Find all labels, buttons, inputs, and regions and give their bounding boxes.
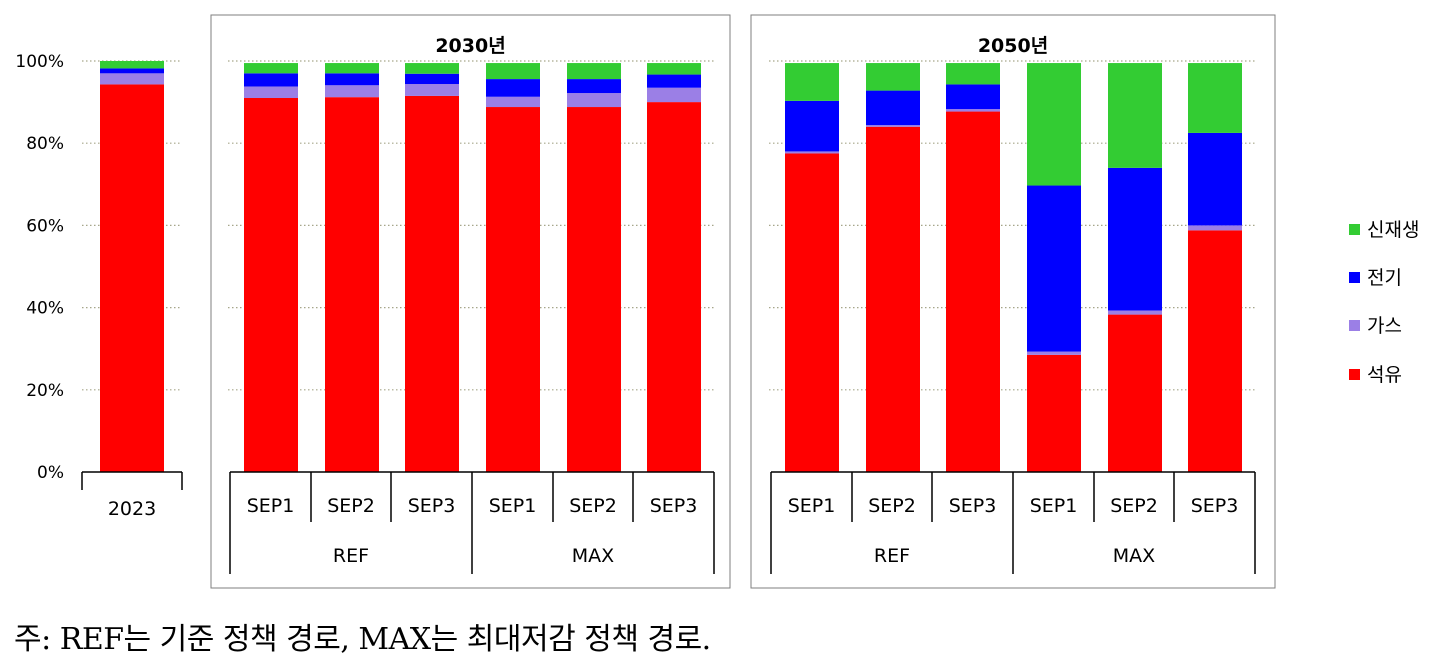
bar-segment — [1027, 351, 1081, 355]
bar-segment — [1188, 230, 1242, 472]
panel-title: 2050년 — [978, 35, 1048, 57]
legend-swatch — [1349, 320, 1360, 331]
category-label: SEP2 — [327, 495, 375, 517]
bar-segment — [244, 63, 298, 74]
bar-segment — [866, 63, 920, 91]
panel-title: 2030년 — [435, 35, 505, 57]
category-label: SEP3 — [949, 495, 997, 517]
category-label: SEP2 — [569, 495, 617, 517]
category-label: SEP1 — [489, 495, 537, 517]
group-label: MAX — [572, 545, 614, 567]
group-label: REF — [874, 545, 910, 567]
legend-label: 신재생 — [1367, 219, 1419, 241]
bar-segment — [1108, 310, 1162, 315]
bar-segment — [325, 63, 379, 74]
bar-segment — [567, 63, 621, 80]
bar-segment — [866, 90, 920, 126]
bar-segment — [100, 68, 164, 74]
bar-segment — [866, 126, 920, 472]
category-label: SEP2 — [868, 495, 916, 517]
bar-segment — [325, 85, 379, 98]
legend-label: 가스 — [1367, 315, 1402, 337]
bar-segment — [486, 63, 540, 80]
bar-segment — [567, 79, 621, 94]
bar-segment — [647, 102, 701, 472]
panel-frame-2 — [750, 14, 1276, 589]
group-label: REF — [333, 545, 369, 567]
bar-segment — [244, 86, 298, 98]
legend-swatch — [1349, 224, 1360, 235]
bar-segment — [405, 95, 459, 472]
bar-segment — [325, 97, 379, 472]
bar-segment — [1027, 185, 1081, 352]
legend-label: 전기 — [1367, 267, 1402, 289]
footnote: 주: REF는 기준 정책 경로, MAX는 최대저감 정책 경로. — [14, 622, 711, 657]
bar-segment — [244, 97, 298, 473]
category-label: SEP3 — [408, 495, 456, 517]
bar-segment — [946, 84, 1000, 110]
bar-segment — [785, 63, 839, 101]
y-tick-label: 20% — [26, 381, 64, 401]
category-label: 2023 — [108, 498, 156, 520]
bar-segment — [647, 74, 701, 88]
y-tick-label: 100% — [15, 52, 64, 72]
bar-segment — [567, 93, 621, 108]
bar-segment — [100, 73, 164, 85]
bar-segment — [486, 96, 540, 108]
y-tick-label: 0% — [37, 463, 64, 483]
bar-segment — [785, 153, 839, 472]
bar-segment — [1108, 63, 1162, 168]
bar-segment — [1108, 167, 1162, 311]
category-label: SEP3 — [650, 495, 698, 517]
legend-swatch — [1349, 369, 1360, 380]
bar-segment — [405, 84, 459, 96]
bar-segment — [486, 79, 540, 97]
bar-segment — [866, 125, 920, 127]
bar-segment — [567, 107, 621, 473]
bar-segment — [405, 63, 459, 74]
bar-segment — [785, 100, 839, 152]
bar-segment — [325, 73, 379, 86]
category-label: SEP2 — [1110, 495, 1158, 517]
y-tick-label: 60% — [26, 216, 64, 236]
bar-segment — [244, 73, 298, 87]
bar-segment — [100, 61, 164, 69]
panel-frame-1 — [210, 14, 731, 589]
y-tick-label: 80% — [26, 134, 64, 154]
bar-segment — [1108, 314, 1162, 472]
bar-segment — [647, 63, 701, 75]
bar-segment — [1188, 225, 1242, 231]
bar-segment — [405, 73, 459, 85]
bar-segment — [946, 111, 1000, 472]
category-label: SEP1 — [1030, 495, 1078, 517]
group-label: MAX — [1113, 545, 1155, 567]
bar-segment — [1188, 132, 1242, 226]
legend-label: 석유 — [1367, 364, 1402, 386]
bar-segment — [946, 109, 1000, 112]
bar-segment — [100, 84, 164, 472]
bar-segment — [946, 63, 1000, 85]
category-label: SEP3 — [1191, 495, 1239, 517]
bar-segment — [647, 87, 701, 103]
bar-segment — [1027, 63, 1081, 186]
bar-segment — [785, 151, 839, 154]
bar-segment — [1027, 354, 1081, 472]
y-tick-label: 40% — [26, 299, 64, 319]
energy-mix-chart: 0% 20% 40% 60% 80% 100% 2023 2030년 SEP1 SEP2 SEP3 R… — [15, 14, 1419, 589]
bar-segment — [486, 107, 540, 473]
category-label: SEP1 — [247, 495, 295, 517]
category-label: SEP1 — [788, 495, 836, 517]
legend-swatch — [1349, 272, 1360, 283]
bar-segment — [1188, 63, 1242, 133]
